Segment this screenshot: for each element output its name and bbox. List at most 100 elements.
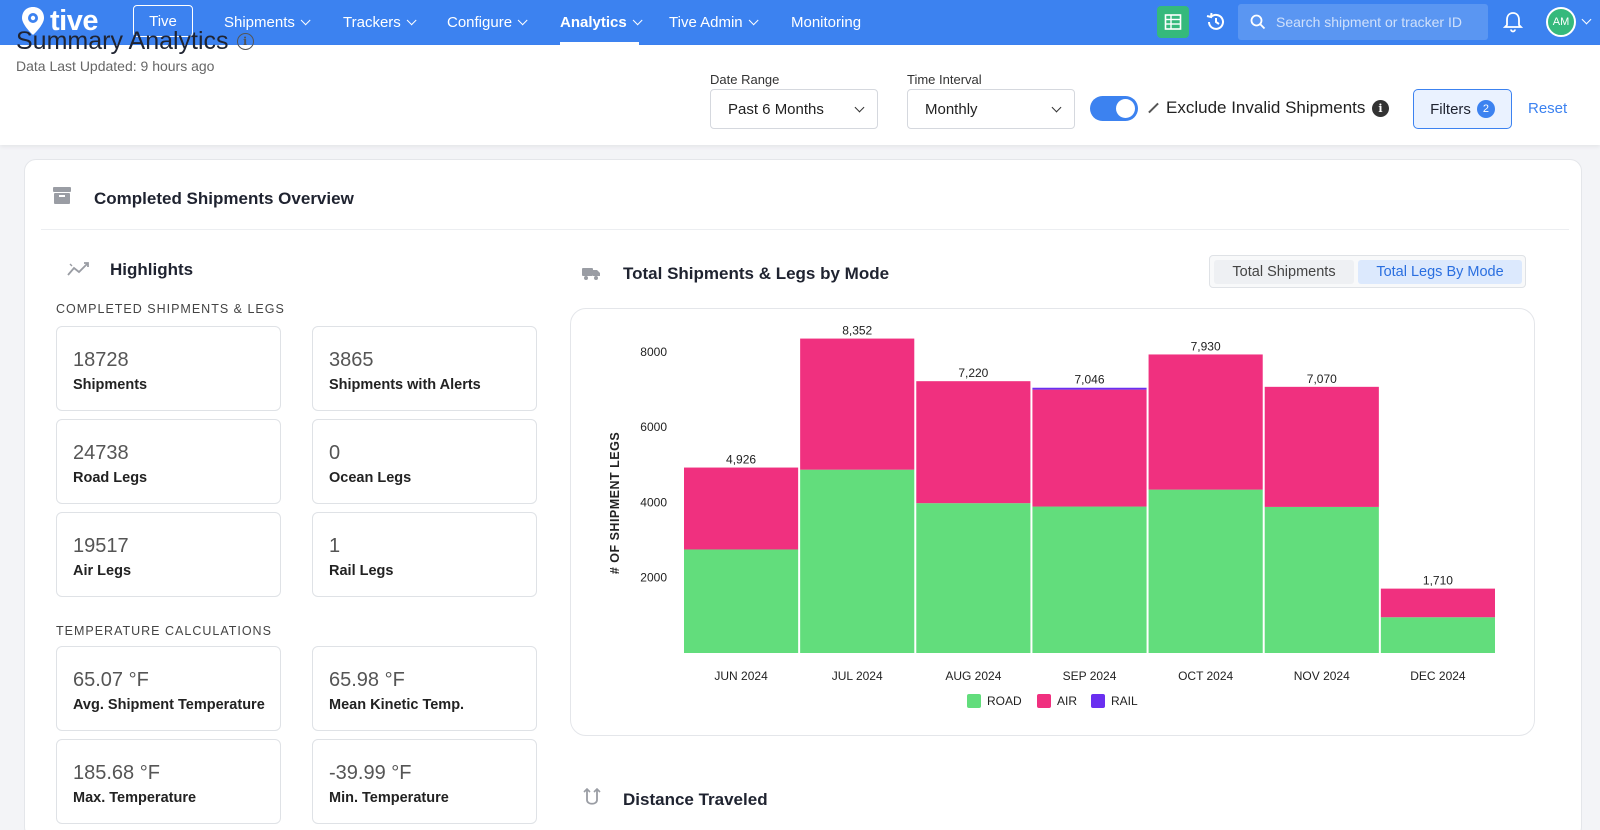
time-interval-label: Time Interval: [907, 72, 982, 87]
info-icon[interactable]: i: [236, 33, 254, 50]
stat-value: 0: [329, 442, 341, 464]
nav-item-monitoring[interactable]: Monitoring: [791, 0, 861, 45]
stat-card: 65.07 °F Avg. Shipment Temperature: [56, 646, 281, 731]
bar-total-label: 4,926: [726, 453, 756, 467]
bar-segment-air[interactable]: [1380, 588, 1495, 618]
reset-link[interactable]: Reset: [1528, 100, 1568, 117]
time-interval-select[interactable]: Monthly: [907, 89, 1075, 129]
stat-label: Shipments: [73, 377, 148, 393]
history-button[interactable]: [1202, 8, 1230, 36]
y-tick-label: 6000: [640, 420, 667, 434]
toggle-knob: [1116, 99, 1135, 118]
search-input[interactable]: [1276, 14, 1476, 30]
stat-card: 1 Rail Legs: [312, 512, 537, 597]
bar-segment-air[interactable]: [1264, 386, 1379, 507]
stat-label: Shipments with Alerts: [329, 377, 481, 393]
y-tick-label: 2000: [640, 571, 667, 585]
bar-segment-road[interactable]: [1264, 506, 1379, 653]
route-icon: [583, 788, 601, 805]
date-range-select[interactable]: Past 6 Months: [710, 89, 878, 129]
bar-segment-road[interactable]: [1032, 506, 1147, 653]
nav-item-configure[interactable]: Configure: [447, 0, 528, 45]
bar-segment-air[interactable]: [1148, 354, 1263, 490]
chevron-down-icon[interactable]: [1581, 14, 1592, 25]
x-tick-label: JUL 2024: [832, 669, 883, 683]
chevron-down-icon: [854, 102, 865, 113]
distance-traveled-title: Distance Traveled: [623, 790, 768, 809]
history-icon: [1206, 12, 1224, 30]
section-title-completed-shipments: Completed Shipments Overview: [94, 189, 354, 208]
stat-card: -39.99 °F Min. Temperature: [312, 739, 537, 824]
date-range-value: Past 6 Months: [728, 100, 824, 118]
organization-button[interactable]: Tive: [133, 5, 193, 37]
bar-segment-air[interactable]: [916, 381, 1031, 504]
legend-swatch: [967, 694, 981, 708]
chart-mode-tabs: Total Shipments Total Legs By Mode: [1209, 255, 1526, 288]
chart-title: Total Shipments & Legs by Mode: [623, 264, 890, 283]
time-interval-value: Monthly: [925, 100, 978, 118]
chevron-down-icon: [632, 15, 643, 26]
bar-segment-air[interactable]: [684, 467, 799, 550]
bar-total-label: 7,930: [1191, 339, 1221, 353]
tab-total-shipments[interactable]: Total Shipments: [1214, 260, 1354, 284]
stat-value: 24738: [73, 442, 129, 464]
stat-card: 24738 Road Legs: [56, 419, 281, 504]
stat-value: 185.68 °F: [73, 762, 160, 784]
bar-segment-air[interactable]: [1032, 389, 1147, 507]
filters-button[interactable]: Filters 2: [1413, 89, 1512, 129]
bar-segment-road[interactable]: [684, 549, 799, 653]
trend-icon: [67, 262, 89, 276]
stat-value: 3865: [329, 349, 374, 371]
filters-label: Filters: [1430, 100, 1471, 118]
nav-item-tive-admin[interactable]: Tive Admin: [669, 0, 759, 45]
stat-value: 65.98 °F: [329, 669, 405, 691]
nav-item-label: Trackers: [343, 14, 401, 31]
notifications-button[interactable]: [1500, 9, 1526, 35]
stat-value: 1: [329, 535, 341, 557]
spreadsheet-button[interactable]: [1157, 6, 1189, 38]
legend-label: AIR: [1057, 694, 1078, 708]
nav-item-label: Tive Admin: [669, 14, 743, 31]
stat-value: 19517: [73, 535, 129, 557]
stat-label: Mean Kinetic Temp.: [329, 697, 465, 713]
bell-icon: [1503, 12, 1523, 33]
user-avatar[interactable]: AM: [1546, 7, 1576, 37]
exclude-invalid-label: Exclude Invalid Shipments: [1147, 98, 1365, 118]
stat-label: Rail Legs: [329, 563, 394, 579]
bar-segment-road[interactable]: [1380, 617, 1495, 653]
tive-logo[interactable]: tive: [20, 6, 98, 36]
legend-item-air[interactable]: AIR: [1037, 694, 1077, 708]
legend-item-rail[interactable]: RAIL: [1091, 694, 1138, 708]
page-title-text: Summary Analytics: [16, 27, 229, 55]
bar-segment-road[interactable]: [800, 469, 915, 653]
global-search[interactable]: [1238, 4, 1488, 40]
stat-card: 185.68 °F Max. Temperature: [56, 739, 281, 824]
stacked-bar-chart: 2000 4000 6000 8000 # OF SHIPMENT LEGS 4,926 J…: [608, 324, 1495, 683]
bar-segment-road[interactable]: [1148, 489, 1263, 653]
info-icon[interactable]: i: [1372, 100, 1389, 117]
bar-total-label: 7,046: [1074, 373, 1104, 387]
tab-total-legs-by-mode[interactable]: Total Legs By Mode: [1358, 260, 1522, 284]
nav-item-trackers[interactable]: Trackers: [343, 0, 417, 45]
truck-icon: [582, 268, 600, 280]
bar-segment-air[interactable]: [800, 338, 915, 470]
x-tick-label: SEP 2024: [1063, 669, 1117, 683]
nav-item-shipments[interactable]: Shipments: [224, 0, 311, 45]
magic-wand-icon: [1148, 102, 1159, 114]
stat-card: 19517 Air Legs: [56, 512, 281, 597]
filters-count-badge: 2: [1476, 100, 1495, 118]
section-divider: [41, 229, 1569, 230]
location-pin-icon: [22, 7, 44, 35]
nav-item-analytics[interactable]: Analytics: [560, 0, 643, 45]
brand-name: tive: [50, 5, 98, 37]
legend-swatch: [1037, 694, 1051, 708]
bar-segment-road[interactable]: [916, 503, 1031, 653]
x-tick-label: AUG 2024: [945, 669, 1001, 683]
bar-segment-rail[interactable]: [1032, 387, 1147, 390]
chevron-down-icon: [300, 15, 311, 26]
stat-label: Air Legs: [73, 563, 132, 579]
legend-item-road[interactable]: ROAD: [967, 694, 1022, 708]
search-icon: [1250, 14, 1266, 30]
nav-item-label: Monitoring: [791, 14, 862, 31]
exclude-invalid-toggle[interactable]: [1090, 96, 1138, 121]
